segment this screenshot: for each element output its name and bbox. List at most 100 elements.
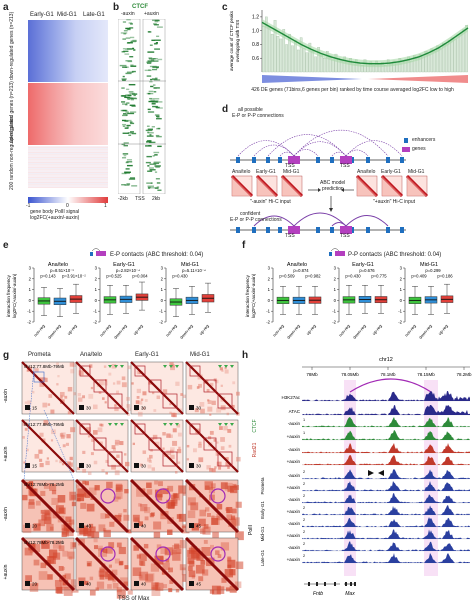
d-arrowhead-left (318, 188, 321, 192)
hic-pixel (216, 513, 223, 521)
hic-pixel (227, 556, 231, 560)
hic-pixel (169, 403, 172, 406)
hic-pixel (118, 546, 126, 555)
ctcf-peak (126, 183, 131, 185)
hic-loop-circle (155, 546, 171, 562)
d-mid-2: Mid-G1 (408, 169, 425, 175)
boxplot-ytick-label: 0 (334, 298, 337, 303)
exon (334, 582, 336, 586)
track-label: -auxin (288, 447, 301, 452)
hic-pixel (219, 367, 223, 371)
ctcf-peak (156, 35, 160, 38)
hic-pixel (98, 547, 108, 557)
hic-pixel (223, 426, 228, 431)
hic-diagonal (184, 536, 240, 592)
hic-coord-label: chr12:77.8Mb-79Mb (24, 422, 65, 427)
signal-track (302, 481, 470, 491)
g-col-mid-g1: Mid-G1 (190, 352, 210, 358)
hic-pixel (211, 515, 215, 519)
ctcf-peak (131, 132, 137, 135)
ctcf-triangle-marker (230, 423, 234, 426)
ctcf-peak (121, 78, 127, 80)
hic-pixel (103, 548, 108, 554)
d-mid-1: Mid-G1 (283, 169, 300, 175)
hic-pixel (169, 362, 174, 367)
ctcf-peak (133, 49, 136, 51)
hic-pixel (193, 448, 197, 453)
chart-c-bar (456, 34, 460, 73)
hic-pixel (67, 551, 75, 559)
hic-pixel (204, 481, 213, 490)
hic-mini-plus-2-fill (407, 176, 427, 196)
p-value-right: p=0.775 (371, 274, 387, 279)
ctcf-peak (148, 31, 152, 33)
hic-pixel (174, 471, 178, 474)
hic-pixel (73, 392, 77, 396)
hic-scale-value: 45 (196, 582, 202, 587)
boxplot-ytick-label: 3 (400, 266, 403, 271)
hic-pixel (162, 488, 169, 495)
hic-scale-swatch (134, 463, 139, 468)
hic-pixel (215, 550, 220, 555)
ctcf-peak (148, 92, 151, 95)
hic-pixel (60, 396, 63, 400)
hic-diagonal (130, 419, 184, 473)
hic-mini-minus-2-fill (282, 176, 302, 196)
dashed-connection-arc (279, 151, 295, 157)
ctcf-peak (154, 187, 159, 189)
ctcf-peak (151, 68, 158, 71)
boxplot-category-label: up-reg (198, 323, 210, 336)
hic-pixel (24, 401, 28, 404)
boxplot-ylabel: interaction frequency (6, 274, 11, 317)
panel-label-e: e (3, 240, 9, 251)
hic-pixel (44, 517, 52, 525)
hic-pixel (126, 396, 131, 401)
hic-pixel (115, 492, 123, 499)
hic-pixel (144, 574, 154, 583)
hic-pixel (172, 440, 178, 446)
boxplot-ytick-label: 2 (161, 276, 164, 281)
hic-loop-circle (155, 488, 171, 504)
ctcf-triangle-marker (108, 423, 112, 426)
hic-pixel (124, 488, 129, 494)
hic-pixel (138, 371, 142, 375)
hic-pixel (202, 526, 211, 535)
hic-pixel (61, 531, 67, 538)
ctcf-peak (127, 132, 131, 134)
boxplot-ytick-label: -2 (159, 320, 163, 325)
zoom-guide-line (43, 409, 75, 481)
hic-pixel (180, 393, 184, 396)
hic-pixel (170, 494, 176, 500)
col-mid-g1: Mid-G1 (57, 12, 77, 18)
hic-pixel (90, 496, 94, 500)
hic-pixel (92, 430, 98, 435)
heatmap-random (28, 146, 108, 188)
hic-pixel (55, 586, 63, 594)
track-scale: 2 (303, 542, 305, 546)
pp-contacts-boxplot: interaction frequency log2FC(+auxin/-auxi… (245, 248, 453, 340)
signal-track (302, 493, 470, 503)
gene-box (288, 226, 300, 234)
hic-loop-circle (100, 546, 116, 562)
hic-pixel (50, 409, 55, 414)
track-scale: 2 (303, 494, 305, 498)
hic-pixel (29, 583, 39, 592)
hic-pixel (97, 427, 103, 433)
hic-pixel (177, 461, 181, 464)
ctcf-peak (156, 67, 159, 69)
hic-pixel (39, 382, 45, 387)
hic-pixel (198, 444, 202, 448)
hic-pixel (69, 556, 73, 560)
hic-pixel (136, 388, 142, 394)
ctcf-peak (121, 103, 127, 105)
ctcf-peak (131, 105, 136, 107)
hic-pixel (158, 481, 163, 487)
ctcf-peak (147, 128, 153, 130)
hic-pixel (106, 481, 113, 489)
ctcf-peak (157, 127, 161, 130)
hic-pixel (84, 481, 89, 486)
hic-scale-value: 15 (32, 406, 38, 411)
hic-pixel (62, 582, 66, 586)
ctcf-orientation-left (378, 470, 384, 476)
hic-scale-swatch (189, 523, 194, 528)
